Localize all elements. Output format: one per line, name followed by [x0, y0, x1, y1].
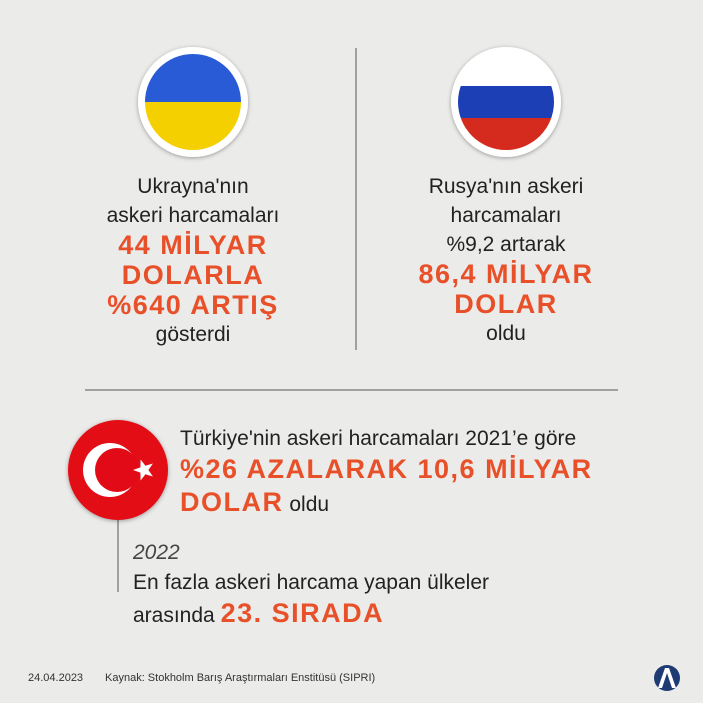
text-line: %9,2 artarak [446, 233, 566, 256]
turkey-flag [68, 420, 168, 520]
text-line: arasında [133, 604, 215, 627]
russia-flag [451, 47, 561, 157]
highlight: 23. SIRADA [220, 598, 385, 628]
text-line: harcamaları [450, 204, 562, 227]
text-line: Rusya'nın askeri [428, 175, 584, 198]
source: Kaynak: Stokholm Barış Araştırmaları Ens… [105, 672, 376, 684]
ukraine-flag [138, 47, 248, 157]
text-line: askeri harcamaları [106, 204, 280, 227]
highlight: DOLAR [180, 487, 284, 517]
highlight: 44 MİLYAR [118, 230, 268, 260]
text-line: Türkiye'nin askeri harcamaları 2021’e gö… [180, 427, 577, 450]
year: 2022 [133, 541, 180, 564]
ukraine-text: Ukrayna'nın askeri harcamaları 44 MİLYAR… [43, 172, 343, 349]
text-line: gösterdi [155, 323, 231, 346]
russia-text: Rusya'nın askeri harcamaları %9,2 artara… [356, 172, 656, 348]
text-line: oldu [486, 322, 526, 345]
date: 24.04.2023 [28, 672, 84, 684]
highlight: DOLARLA [121, 260, 265, 290]
aa-logo [654, 665, 680, 691]
text-line: Ukrayna'nın [137, 175, 249, 198]
text-line: En fazla askeri harcama yapan ülkeler [133, 571, 490, 594]
highlight: DOLAR [454, 289, 558, 319]
rank-text: 2022 En fazla askeri harcama yapan ülkel… [133, 538, 489, 631]
highlight: %26 AZALARAK 10,6 MİLYAR [180, 454, 593, 484]
highlight: 86,4 MİLYAR [418, 259, 594, 289]
highlight: %640 ARTIŞ [107, 290, 279, 320]
text-line: oldu [289, 493, 330, 516]
turkey-text: Türkiye'nin askeri harcamaları 2021’e gö… [180, 424, 593, 520]
